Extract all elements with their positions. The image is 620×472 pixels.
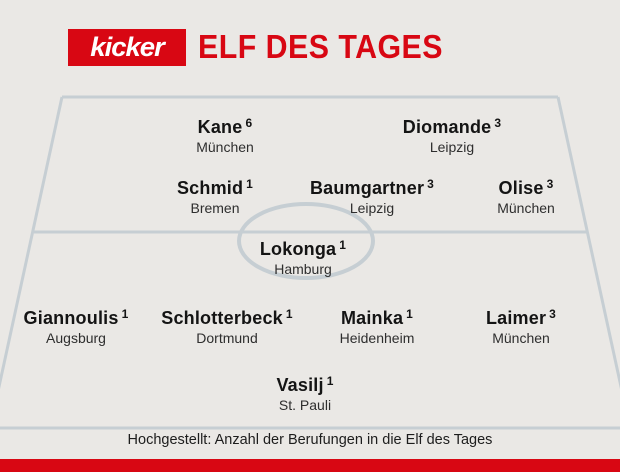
player-olise: Olise 3 München bbox=[416, 177, 620, 217]
call-up-count: 3 bbox=[549, 307, 557, 321]
bottom-red-bar bbox=[0, 459, 620, 472]
player-name: Schmid 1 bbox=[176, 177, 254, 198]
player-club: München bbox=[497, 199, 555, 216]
call-up-count: 1 bbox=[406, 307, 414, 321]
player-name: Vasilj 1 bbox=[276, 374, 334, 395]
player-diomande: Diomande 3 Leipzig bbox=[342, 116, 562, 156]
player-club: St. Pauli bbox=[278, 396, 332, 413]
player-club: München bbox=[196, 138, 254, 155]
pitch-left-line bbox=[0, 96, 64, 390]
call-up-count: 6 bbox=[245, 116, 253, 130]
player-laimer: Laimer 3 München bbox=[411, 307, 620, 347]
player-vasilj: Vasilj 1 St. Pauli bbox=[195, 374, 415, 414]
player-club: Hamburg bbox=[274, 260, 332, 277]
call-up-count: 3 bbox=[546, 177, 554, 191]
call-up-count: 1 bbox=[246, 177, 254, 191]
call-up-count: 1 bbox=[326, 374, 334, 388]
call-up-count: 1 bbox=[285, 307, 293, 321]
pitch-right-line bbox=[556, 96, 620, 390]
call-up-count: 3 bbox=[427, 177, 435, 191]
player-mainka: Mainka 1 Heidenheim bbox=[267, 307, 487, 347]
player-name: Kane 6 bbox=[197, 116, 253, 137]
player-name: Mainka 1 bbox=[340, 307, 414, 328]
player-schlotterbeck: Schlotterbeck 1 Dortmund bbox=[117, 307, 337, 347]
call-up-count: 1 bbox=[339, 238, 347, 252]
player-lokonga: Lokonga 1 Hamburg bbox=[193, 238, 413, 278]
call-up-count: 3 bbox=[494, 116, 502, 130]
player-name: Olise 3 bbox=[498, 177, 554, 198]
kicker-logo: kicker bbox=[68, 29, 186, 66]
player-club: Bremen bbox=[190, 199, 240, 216]
player-name: Schlotterbeck 1 bbox=[161, 307, 293, 328]
page-title: ELF DES TAGES bbox=[198, 28, 443, 65]
player-schmid: Schmid 1 Bremen bbox=[105, 177, 325, 217]
legend-caption: Hochgestellt: Anzahl der Berufungen in d… bbox=[127, 432, 493, 448]
kicker-logo-text: kicker bbox=[90, 32, 165, 62]
player-giannoulis: Giannoulis 1 Augsburg bbox=[0, 307, 186, 347]
call-up-count: 1 bbox=[121, 307, 129, 321]
player-name: Baumgartner 3 bbox=[309, 177, 435, 198]
player-club: Dortmund bbox=[196, 329, 258, 346]
player-club: München bbox=[492, 329, 550, 346]
player-name: Lokonga 1 bbox=[259, 238, 347, 259]
player-club: Heidenheim bbox=[339, 329, 415, 346]
player-baumgartner: Baumgartner 3 Leipzig bbox=[262, 177, 482, 217]
player-name: Giannoulis 1 bbox=[23, 307, 129, 328]
player-club: Leipzig bbox=[429, 138, 475, 155]
player-club: Augsburg bbox=[46, 329, 106, 346]
player-name: Laimer 3 bbox=[485, 307, 557, 328]
player-club: Leipzig bbox=[349, 199, 395, 216]
player-name: Diomande 3 bbox=[402, 116, 502, 137]
center-circle bbox=[237, 202, 375, 280]
player-kane: Kane 6 München bbox=[115, 116, 335, 156]
